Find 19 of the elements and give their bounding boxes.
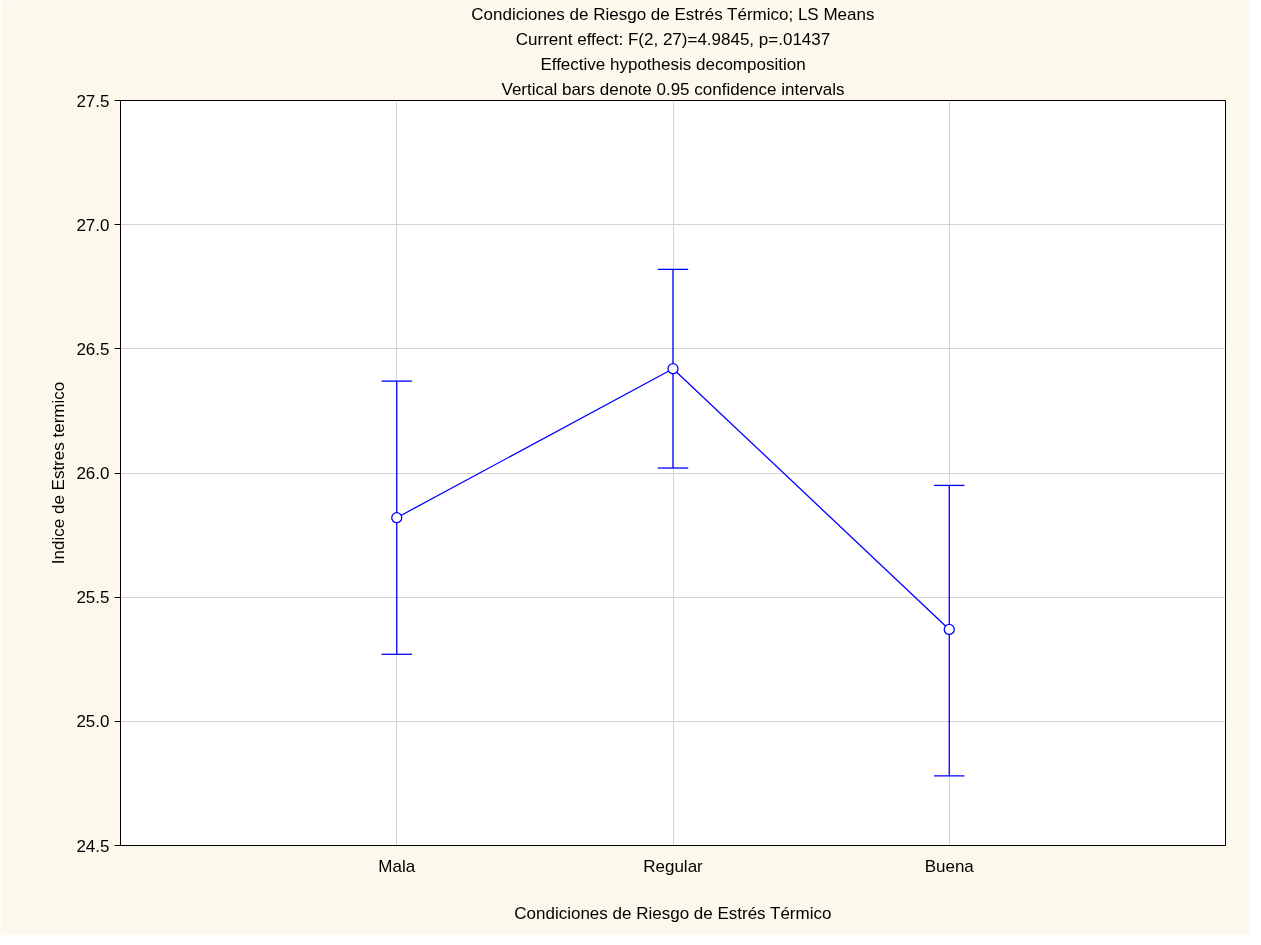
y-axis-title: Indice de Estres termico (49, 381, 69, 565)
x-tick-label: Mala (378, 856, 416, 876)
text: Vertical bars denote 0.95 confidence intervals (501, 79, 845, 99)
chart-title: Condiciones de Riesgo de Estrés Térmico; LS Means (471, 4, 875, 24)
x-tick-label: Buena (924, 856, 975, 876)
text: Effective hypothesis decomposition (540, 54, 806, 74)
x-tick-label: Regular (643, 856, 704, 876)
y-tick-label: 24.5 (76, 836, 110, 856)
y-tick-label: 25.5 (76, 588, 110, 608)
y-tick-label: 25.0 (76, 712, 110, 732)
y-tick-label: 27.0 (76, 215, 110, 235)
point (391, 512, 403, 524)
point (667, 363, 679, 375)
y-tick-label: 26.0 (76, 464, 110, 483)
chart-subtitle: Current effect: F(2, 27)=4.9845, p=.01437 (515, 29, 831, 49)
y-tick-label: 27.5 (76, 91, 110, 111)
x-axis-title: Condiciones de Riesgo de Estrés Térmico (514, 903, 832, 923)
point (943, 623, 955, 636)
y-tick-label: 26.5 (76, 339, 110, 359)
